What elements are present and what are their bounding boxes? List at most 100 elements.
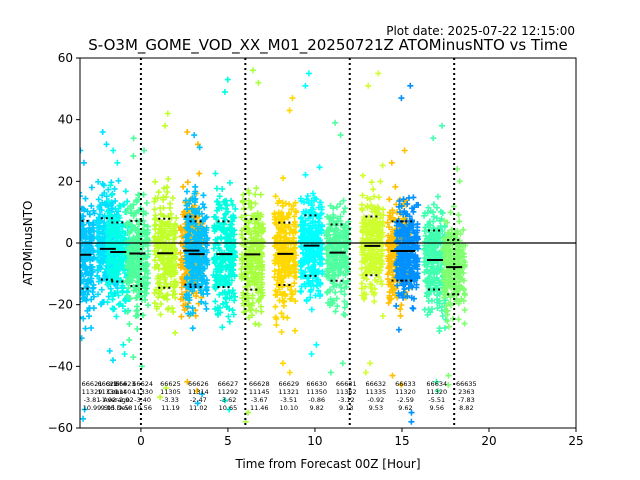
orbit-stat-text: -0.92 bbox=[367, 396, 384, 404]
orbit-stat-text: 11305 bbox=[160, 388, 181, 396]
orbit-66625-points bbox=[151, 110, 180, 401]
orbit-stat-text: 11292 bbox=[218, 388, 239, 396]
orbit-66633-points bbox=[393, 82, 422, 425]
orbit-stat-text: 11330 bbox=[132, 388, 153, 396]
orbit-stat-text: -2.47 bbox=[190, 396, 207, 404]
orbit-stat-text: 66633 bbox=[395, 380, 416, 388]
orbit-66628-points bbox=[238, 67, 267, 425]
orbit-stat-text: -7.83 bbox=[458, 396, 475, 404]
orbit-stat-text: 11362 bbox=[336, 388, 357, 396]
orbit-markers bbox=[393, 82, 422, 425]
orbit-stat-text: 11321 bbox=[278, 388, 299, 396]
orbit-stat-text: 66626 bbox=[188, 380, 209, 388]
orbit-markers bbox=[238, 67, 267, 425]
orbit-stat-text: 8.82 bbox=[459, 404, 473, 412]
orbit-stat-text: 11320 bbox=[426, 388, 447, 396]
orbit-stat-text: 66627 bbox=[218, 380, 239, 388]
orbit-stat-text: 11.19 bbox=[161, 404, 180, 412]
orbit-66621-points bbox=[80, 147, 98, 422]
x-tick-label: 15 bbox=[394, 434, 409, 448]
orbit-stat-text: 66634 bbox=[426, 380, 447, 388]
orbit-stat-text: 11320 bbox=[395, 388, 416, 396]
orbit-stat-text: 11350 bbox=[306, 388, 327, 396]
orbit-stat-text: 10.56 bbox=[133, 404, 152, 412]
y-tick-label: 60 bbox=[58, 51, 73, 65]
scatter-points bbox=[80, 67, 469, 425]
x-tick-label: 5 bbox=[224, 434, 232, 448]
orbit-stat-text: Std.Dev bbox=[104, 404, 130, 412]
orbit-stat-text: 10.10 bbox=[280, 404, 299, 412]
orbit-stat-text: 9.95 bbox=[101, 404, 115, 412]
orbit-stat-text: 11329 bbox=[82, 388, 103, 396]
orbit-stat-text: Orbit# bbox=[106, 380, 128, 388]
x-tick-label: 25 bbox=[568, 434, 583, 448]
orbit-66630-points bbox=[297, 70, 326, 357]
y-tick-label: 40 bbox=[58, 113, 73, 127]
orbit-stat-text: 9.53 bbox=[369, 404, 383, 412]
orbit-stat-text: 11339 bbox=[98, 388, 119, 396]
orbit-stat-text: -3.51 bbox=[280, 396, 297, 404]
orbit-stat-text: 9.62 bbox=[398, 404, 412, 412]
orbit-66627-points bbox=[210, 76, 239, 413]
reference-lines bbox=[80, 58, 576, 428]
orbit-markers bbox=[323, 119, 352, 376]
y-tick-label: 0 bbox=[65, 236, 73, 250]
orbit-66624-points bbox=[123, 135, 152, 370]
orbit-66629-points bbox=[271, 95, 300, 376]
orbit-stat-text: -3.40 bbox=[134, 396, 151, 404]
orbit-stat-text: -2.59 bbox=[397, 396, 414, 404]
orbit-stat-text: -3.33 bbox=[162, 396, 179, 404]
orbit-stat-text: -5.51 bbox=[428, 396, 445, 404]
orbit-markers bbox=[358, 70, 387, 376]
orbit-markers bbox=[80, 147, 98, 422]
orbit-markers bbox=[151, 110, 180, 401]
axes: 0 5 10 15 20 25 −60 −40 −20 0 20 40 60 bbox=[48, 51, 584, 448]
orbit-stat-text: -3.12 bbox=[338, 396, 355, 404]
y-tick-label: −20 bbox=[48, 298, 73, 312]
chart-title: S-O3M_GOME_VOD_XX_M01_20250721Z ATOMinus… bbox=[88, 36, 567, 55]
x-axis-label: Time from Forecast 00Z [Hour] bbox=[234, 457, 420, 471]
orbit-66631-points bbox=[323, 119, 352, 376]
x-tick-label: 10 bbox=[307, 434, 322, 448]
y-tick-label: 20 bbox=[58, 174, 73, 188]
orbit-stat-text: Count bbox=[107, 388, 127, 396]
orbit-stat-text: 9.82 bbox=[309, 404, 323, 412]
orbit-stat-text: -3.81 bbox=[84, 396, 101, 404]
orbit-markers bbox=[123, 135, 152, 370]
orbit-stat-text: 66629 bbox=[278, 380, 299, 388]
orbit-stat-text: -3.62 bbox=[220, 396, 237, 404]
orbit-stat-text: -1.92 bbox=[99, 396, 116, 404]
orbit-stat-text: 11.02 bbox=[189, 404, 208, 412]
plot-date: Plot date: 2025-07-22 12:15:00 bbox=[386, 24, 575, 38]
orbit-stat-text: 11145 bbox=[249, 388, 270, 396]
orbit-stat-text: 11314 bbox=[188, 388, 209, 396]
orbit-stat-text: 9.56 bbox=[430, 404, 444, 412]
orbit-stat-text: 66630 bbox=[306, 380, 327, 388]
orbit-stat-text: 66622 bbox=[98, 380, 119, 388]
orbit-stat-text: 66625 bbox=[160, 380, 181, 388]
orbit-stat-text: -0.86 bbox=[308, 396, 325, 404]
orbit-stat-text: 11335 bbox=[366, 388, 387, 396]
orbit-stat-text: 9.58 bbox=[118, 404, 132, 412]
orbit-stat-text: -2.92 bbox=[117, 396, 134, 404]
orbit-stat-text: 66623 bbox=[115, 380, 136, 388]
orbit-stat-text: -3.67 bbox=[251, 396, 268, 404]
x-tick-label: 20 bbox=[481, 434, 496, 448]
orbit-stat-text: 66624 bbox=[132, 380, 153, 388]
orbit-stat-text: 10.99 bbox=[83, 404, 102, 412]
orbit-stat-text: 66621 bbox=[82, 380, 103, 388]
orbit-stat-text: 66631 bbox=[336, 380, 357, 388]
orbit-stat-text: 66628 bbox=[249, 380, 270, 388]
orbit-66632-points bbox=[358, 70, 387, 376]
y-axis-label: ATOMinusNTO bbox=[21, 201, 35, 286]
orbit-markers bbox=[271, 95, 300, 376]
orbit-markers bbox=[440, 166, 469, 388]
orbit-stat-text: 10.65 bbox=[219, 404, 238, 412]
orbit-stat-text: 66632 bbox=[366, 380, 387, 388]
orbit-stat-text: 66635 bbox=[456, 380, 477, 388]
orbit-stat-text: Average bbox=[103, 396, 130, 404]
orbit-stat-text: 11404 bbox=[115, 388, 136, 396]
orbit-markers bbox=[210, 76, 239, 413]
